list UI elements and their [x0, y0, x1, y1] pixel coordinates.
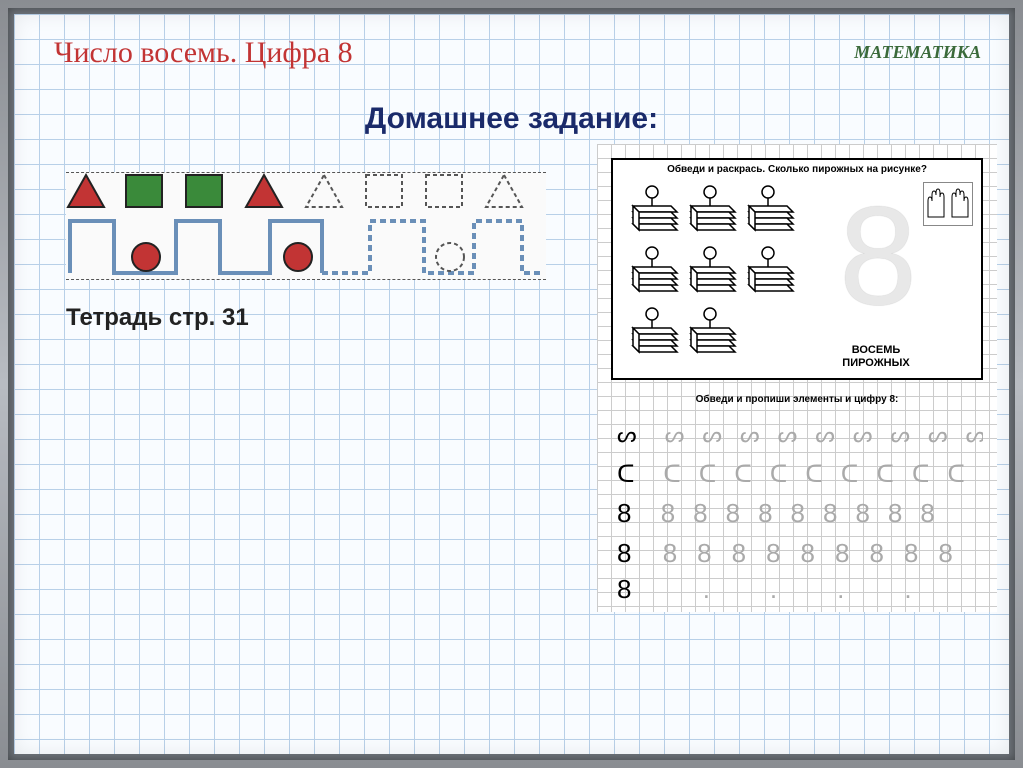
cake-icon	[739, 243, 797, 304]
caption-line2: ПИРОЖНЫХ	[842, 357, 909, 369]
subject-label: МАТЕМАТИКА	[854, 42, 981, 63]
cake-icon	[623, 182, 681, 243]
practice-row-4: 8 888888888	[617, 538, 983, 569]
pattern-svg	[66, 173, 546, 281]
slide-frame: Число восемь. Цифра 8 МАТЕМАТИКА Домашне…	[8, 8, 1015, 760]
coloring-instruction: Обведи и раскрась. Сколько пирожных на р…	[613, 164, 981, 175]
cake-icon	[681, 182, 739, 243]
cake-icon	[681, 304, 739, 365]
workbook-reference: Тетрадь стр. 31	[66, 304, 249, 332]
worksheet-image: Обведи и раскрась. Сколько пирожных на р…	[597, 144, 997, 612]
coloring-box: Обведи и раскрась. Сколько пирожных на р…	[611, 158, 983, 380]
pattern-exercise	[66, 172, 546, 280]
caption-line1: ВОСЕМЬ	[852, 344, 901, 356]
practice-row-1: ᔕ ᔕᔕᔕᔕᔕᔕᔕᔕᔕᔕ	[617, 422, 983, 448]
digit-eight-outline: 8	[839, 186, 917, 326]
cake-icon	[681, 243, 739, 304]
cakes-grid	[623, 182, 823, 365]
cake-icon	[623, 243, 681, 304]
practice-row-3: 8 888888888	[617, 498, 983, 529]
practice-row-2: ᑕ ᑕᑕᑕᑕᑕᑕᑕᑕᑕᑕ	[617, 460, 983, 489]
cake-icon	[623, 304, 681, 365]
whiteboard: Число восемь. Цифра 8 МАТЕМАТИКА Домашне…	[14, 14, 1009, 754]
tracing-instruction: Обведи и пропиши элементы и цифру 8:	[597, 394, 997, 405]
eight-caption: ВОСЕМЬ ПИРОЖНЫХ	[811, 344, 941, 370]
cake-icon	[739, 182, 797, 243]
homework-heading: Домашнее задание:	[14, 102, 1009, 136]
lesson-title: Число восемь. Цифра 8	[54, 36, 353, 70]
hands-icon	[923, 182, 973, 226]
practice-row-5: 8 ....	[617, 574, 983, 605]
